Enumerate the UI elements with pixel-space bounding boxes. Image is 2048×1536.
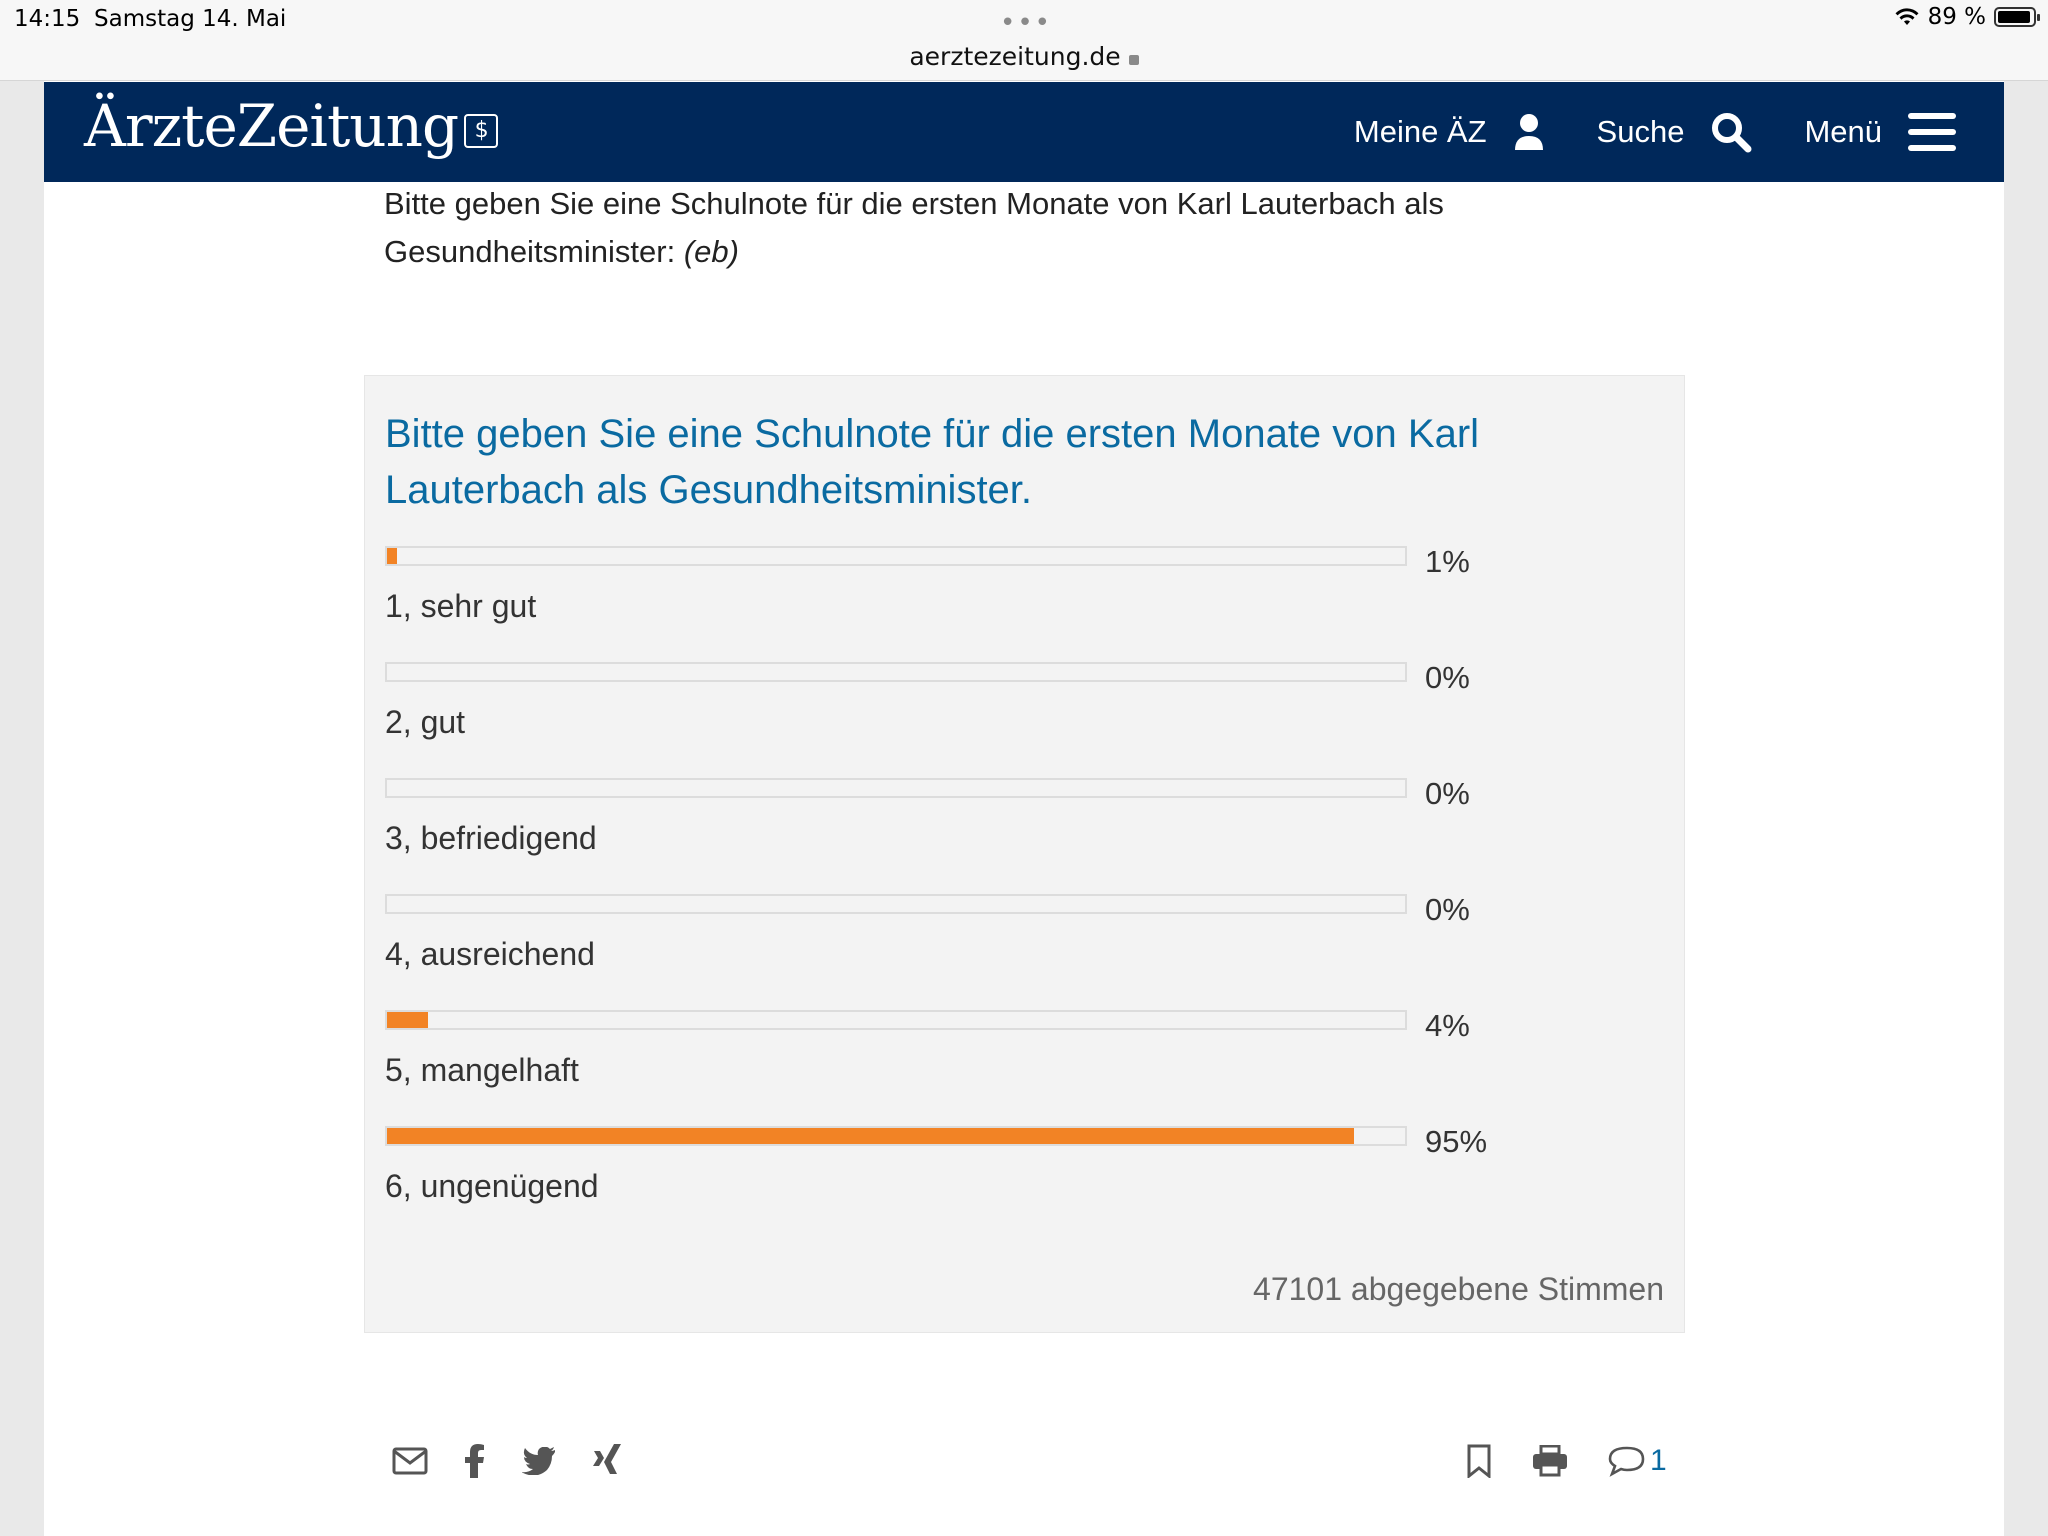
site-logo[interactable]: ÄrzteZeitung $ xyxy=(84,92,499,160)
poll-option: 0% 2, gut xyxy=(385,660,1565,778)
comment-button[interactable]: 1 xyxy=(1608,1444,1667,1478)
poll-bar xyxy=(385,1126,1407,1146)
hamburger-menu-icon xyxy=(1908,113,1956,151)
comment-count: 1 xyxy=(1650,1444,1667,1477)
poll-question: Bitte geben Sie eine Schulnote für die e… xyxy=(385,412,1480,512)
nav-menu[interactable]: Menü xyxy=(1804,111,1956,153)
article-actions: 1 xyxy=(1466,1444,1667,1478)
address-bar[interactable]: aerztezeitung.de xyxy=(0,42,2048,71)
bookmark-icon[interactable] xyxy=(1466,1444,1492,1478)
poll-bar-fill xyxy=(387,548,398,564)
poll-bar xyxy=(385,894,1407,914)
article-intro: Bitte geben Sie eine Schulnote für die e… xyxy=(384,180,1564,276)
poll-option: 0% 4, ausreichend xyxy=(385,892,1565,1010)
comment-icon xyxy=(1608,1446,1645,1477)
poll-percent: 4% xyxy=(1425,1008,1470,1043)
poll-percent: 0% xyxy=(1425,660,1470,695)
poll-bar-fill xyxy=(387,1128,1355,1144)
browser-status-bar: 14:15 Samstag 14. Mai ••• aerztezeitung.… xyxy=(0,0,2048,81)
intro-author: (eb) xyxy=(683,234,739,269)
status-date: Samstag 14. Mai xyxy=(94,6,287,32)
status-time: 14:15 xyxy=(14,6,81,32)
poll-vote-count: 47101 abgegebene Stimmen xyxy=(1253,1271,1664,1307)
poll-option-label: 1, sehr gut xyxy=(385,588,537,624)
share-bar xyxy=(392,1444,622,1478)
poll-bar-fill xyxy=(387,1012,428,1028)
poll-percent: 0% xyxy=(1425,892,1470,927)
more-dots-icon[interactable]: ••• xyxy=(1000,8,1053,38)
site-header: ÄrzteZeitung $ Meine ÄZ Suche Menü xyxy=(44,82,2004,182)
poll-bar xyxy=(385,1010,1407,1030)
poll-bar xyxy=(385,778,1407,798)
poll-percent: 0% xyxy=(1425,776,1470,811)
lock-icon xyxy=(1128,55,1139,65)
poll-percent: 1% xyxy=(1425,544,1470,579)
poll-percent: 95% xyxy=(1425,1124,1488,1159)
poll-option-label: 6, ungenügend xyxy=(385,1168,599,1204)
poll-option: 1% 1, sehr gut xyxy=(385,544,1565,662)
xing-icon[interactable] xyxy=(592,1444,622,1478)
intro-text: Bitte geben Sie eine Schulnote für die e… xyxy=(384,186,1444,269)
header-nav: Meine ÄZ Suche Menü xyxy=(1354,82,1956,182)
battery-percent: 89 % xyxy=(1927,4,1986,30)
nav-account-label: Meine ÄZ xyxy=(1353,114,1487,149)
poll-option: 4% 5, mangelhaft xyxy=(385,1008,1565,1126)
nav-search[interactable]: Suche xyxy=(1597,111,1753,153)
mail-icon[interactable] xyxy=(392,1447,428,1475)
poll-option-label: 4, ausreichend xyxy=(385,936,595,972)
url-text: aerztezeitung.de xyxy=(909,42,1121,71)
poll-option-label: 3, befriedigend xyxy=(385,820,597,856)
facebook-icon[interactable] xyxy=(464,1444,486,1478)
status-indicators: 89 % xyxy=(1894,4,2040,30)
search-icon xyxy=(1712,113,1752,153)
battery-icon xyxy=(1994,7,2040,27)
print-icon[interactable] xyxy=(1532,1445,1568,1477)
poll-option: 0% 3, befriedigend xyxy=(385,776,1565,894)
poll-option-label: 5, mangelhaft xyxy=(385,1052,579,1088)
logo-text: ÄrzteZeitung xyxy=(84,92,459,160)
nav-menu-label: Menü xyxy=(1804,114,1882,149)
logo-mark-icon: $ xyxy=(464,113,499,148)
poll-bar xyxy=(385,662,1407,682)
wifi-icon xyxy=(1895,8,1919,25)
user-icon xyxy=(1514,114,1543,150)
poll-option: 95% 6, ungenügend xyxy=(385,1124,1565,1242)
poll-option-label: 2, gut xyxy=(385,704,466,740)
nav-account[interactable]: Meine ÄZ xyxy=(1354,112,1545,152)
nav-search-label: Suche xyxy=(1596,114,1685,149)
poll-bar xyxy=(385,546,1407,566)
twitter-icon[interactable] xyxy=(522,1447,556,1475)
poll-widget: Bitte geben Sie eine Schulnote für die e… xyxy=(364,375,1685,1333)
